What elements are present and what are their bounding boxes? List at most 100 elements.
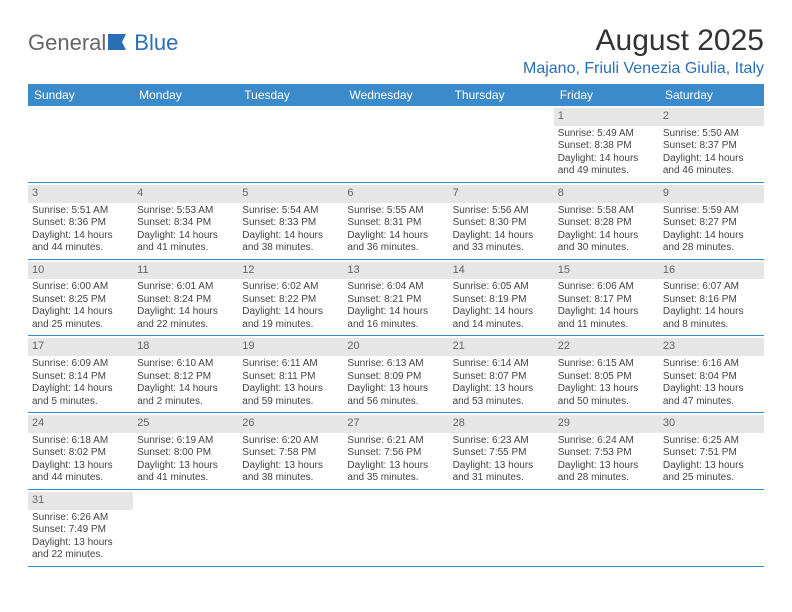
day-number	[343, 108, 448, 126]
day-cell: 24Sunrise: 6:18 AMSunset: 8:02 PMDayligh…	[28, 413, 133, 489]
day-number: 10	[28, 262, 133, 280]
day-cell	[28, 106, 133, 182]
daylight1-text: Daylight: 14 hours	[347, 230, 444, 243]
sunset-text: Sunset: 8:19 PM	[453, 294, 550, 307]
sunrise-text: Sunrise: 6:04 AM	[347, 281, 444, 294]
day-cell: 16Sunrise: 6:07 AMSunset: 8:16 PMDayligh…	[659, 260, 764, 336]
day-cell	[133, 106, 238, 182]
weekday-header: Tuesday	[238, 84, 343, 106]
sunrise-text: Sunrise: 6:26 AM	[32, 512, 129, 525]
sunrise-text: Sunrise: 5:49 AM	[558, 128, 655, 141]
sunset-text: Sunset: 7:53 PM	[558, 447, 655, 460]
flag-icon	[108, 30, 130, 56]
daylight2-text: and 16 minutes.	[347, 319, 444, 332]
day-cell: 15Sunrise: 6:06 AMSunset: 8:17 PMDayligh…	[554, 260, 659, 336]
daylight2-text: and 38 minutes.	[242, 472, 339, 485]
day-cell	[659, 490, 764, 566]
daylight1-text: Daylight: 14 hours	[32, 306, 129, 319]
day-number	[238, 108, 343, 126]
sunrise-text: Sunrise: 6:09 AM	[32, 358, 129, 371]
daylight2-text: and 50 minutes.	[558, 396, 655, 409]
daylight1-text: Daylight: 14 hours	[663, 230, 760, 243]
daylight2-text: and 56 minutes.	[347, 396, 444, 409]
month-title: August 2025	[523, 24, 764, 58]
day-number	[133, 108, 238, 126]
day-cell: 27Sunrise: 6:21 AMSunset: 7:56 PMDayligh…	[343, 413, 448, 489]
sunset-text: Sunset: 8:12 PM	[137, 371, 234, 384]
day-cell	[343, 106, 448, 182]
week-row: 3Sunrise: 5:51 AMSunset: 8:36 PMDaylight…	[28, 183, 764, 260]
day-cell: 25Sunrise: 6:19 AMSunset: 8:00 PMDayligh…	[133, 413, 238, 489]
sunset-text: Sunset: 8:27 PM	[663, 217, 760, 230]
day-cell: 19Sunrise: 6:11 AMSunset: 8:11 PMDayligh…	[238, 336, 343, 412]
title-block: August 2025 Majano, Friuli Venezia Giuli…	[523, 24, 764, 78]
weekday-header: Sunday	[28, 84, 133, 106]
day-cell: 29Sunrise: 6:24 AMSunset: 7:53 PMDayligh…	[554, 413, 659, 489]
day-number: 18	[133, 338, 238, 356]
weekday-header: Wednesday	[343, 84, 448, 106]
sunrise-text: Sunrise: 5:56 AM	[453, 205, 550, 218]
day-number	[449, 492, 554, 510]
day-number: 11	[133, 262, 238, 280]
sunrise-text: Sunrise: 6:18 AM	[32, 435, 129, 448]
daylight1-text: Daylight: 14 hours	[558, 306, 655, 319]
sunrise-text: Sunrise: 6:19 AM	[137, 435, 234, 448]
location-text: Majano, Friuli Venezia Giulia, Italy	[523, 60, 764, 78]
day-number: 2	[659, 108, 764, 126]
brand-part1: General	[28, 30, 106, 56]
sunrise-text: Sunrise: 6:13 AM	[347, 358, 444, 371]
day-cell: 20Sunrise: 6:13 AMSunset: 8:09 PMDayligh…	[343, 336, 448, 412]
day-number: 8	[554, 185, 659, 203]
sunrise-text: Sunrise: 5:51 AM	[32, 205, 129, 218]
sunrise-text: Sunrise: 6:07 AM	[663, 281, 760, 294]
week-row: 1Sunrise: 5:49 AMSunset: 8:38 PMDaylight…	[28, 106, 764, 183]
day-cell: 18Sunrise: 6:10 AMSunset: 8:12 PMDayligh…	[133, 336, 238, 412]
daylight2-text: and 19 minutes.	[242, 319, 339, 332]
sunrise-text: Sunrise: 6:11 AM	[242, 358, 339, 371]
day-number: 7	[449, 185, 554, 203]
page-header: General Blue August 2025 Majano, Friuli …	[28, 24, 764, 78]
day-cell	[238, 106, 343, 182]
day-number: 26	[238, 415, 343, 433]
sunset-text: Sunset: 8:09 PM	[347, 371, 444, 384]
week-row: 17 Sunrise: 6:09 AMSunset: 8:14 PM Dayligh…	[28, 336, 764, 413]
day-number: 4	[133, 185, 238, 203]
day-number	[28, 108, 133, 126]
day-cell	[449, 106, 554, 182]
sunset-text: Sunset: 8:22 PM	[242, 294, 339, 307]
day-number: 17	[28, 338, 133, 356]
daylight1-text: Daylight: 13 hours	[558, 383, 655, 396]
weekday-header: Saturday	[659, 84, 764, 106]
day-number: 21	[449, 338, 554, 356]
daylight1-text: Daylight: 14 hours	[347, 306, 444, 319]
sunrise-text: Sunrise: 6:20 AM	[242, 435, 339, 448]
sunrise-text: Sunrise: 5:55 AM	[347, 205, 444, 218]
weekday-header: Thursday	[449, 84, 554, 106]
day-number	[133, 492, 238, 510]
day-cell: 1Sunrise: 5:49 AMSunset: 8:38 PMDaylight…	[554, 106, 659, 182]
day-cell: 14Sunrise: 6:05 AMSunset: 8:19 PMDayligh…	[449, 260, 554, 336]
day-cell: 7Sunrise: 5:56 AMSunset: 8:30 PMDaylight…	[449, 183, 554, 259]
daylight2-text: and 38 minutes.	[242, 242, 339, 255]
sunset-text: Sunset: 8:38 PM	[558, 140, 655, 153]
daylight1-text: Daylight: 14 hours	[242, 306, 339, 319]
daylight2-text: and 59 minutes.	[242, 396, 339, 409]
sunrise-text: Sunrise: 6:05 AM	[453, 281, 550, 294]
day-number: 15	[554, 262, 659, 280]
day-number: 6	[343, 185, 448, 203]
daylight2-text: and 25 minutes.	[663, 472, 760, 485]
sunset-text: Sunset: 8:05 PM	[558, 371, 655, 384]
sunset-text: Sunset: 8:37 PM	[663, 140, 760, 153]
day-number: 9	[659, 185, 764, 203]
day-number	[343, 492, 448, 510]
daylight2-text: and 49 minutes.	[558, 165, 655, 178]
day-cell: 30Sunrise: 6:25 AMSunset: 7:51 PMDayligh…	[659, 413, 764, 489]
sunset-text: Sunset: 8:14 PM	[32, 371, 129, 384]
day-cell: 12Sunrise: 6:02 AMSunset: 8:22 PMDayligh…	[238, 260, 343, 336]
daylight2-text: and 25 minutes.	[32, 319, 129, 332]
day-cell: 10Sunrise: 6:00 AMSunset: 8:25 PMDayligh…	[28, 260, 133, 336]
day-cell	[238, 490, 343, 566]
daylight2-text: and 47 minutes.	[663, 396, 760, 409]
sunrise-text: Sunrise: 5:50 AM	[663, 128, 760, 141]
week-row: 24Sunrise: 6:18 AMSunset: 8:02 PMDayligh…	[28, 413, 764, 490]
